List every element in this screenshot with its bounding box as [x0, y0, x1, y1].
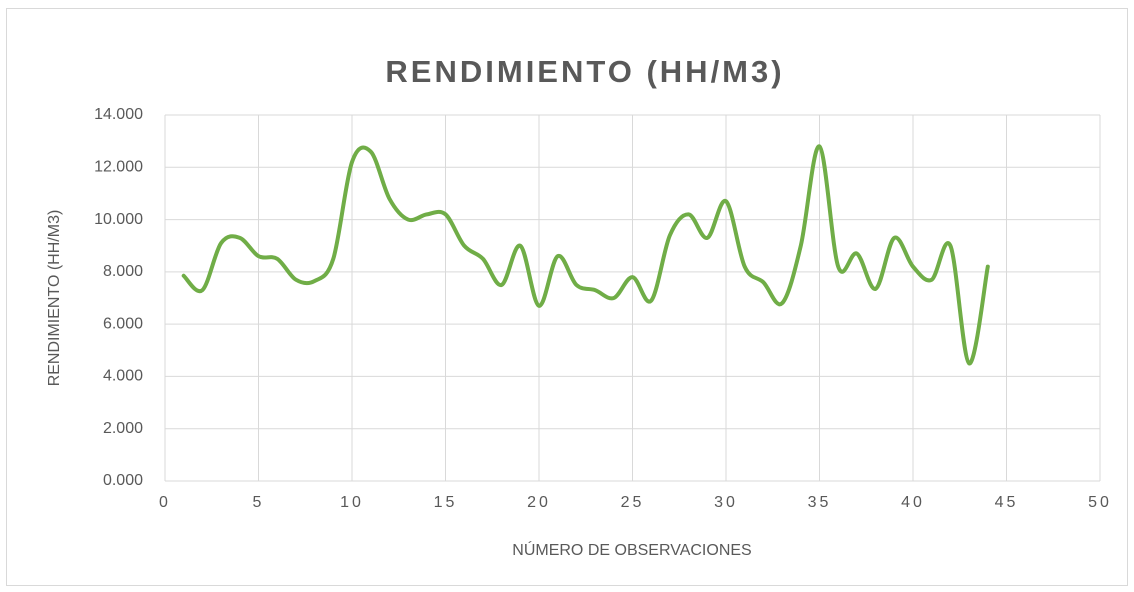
x-tick-label: 25 [621, 494, 645, 511]
x-tick-label: 50 [1088, 494, 1112, 511]
x-axis-label: NÚMERO DE OBSERVACIONES [512, 540, 751, 559]
y-tick-label: 8.000 [103, 263, 143, 280]
y-tick-label: 6.000 [103, 315, 143, 332]
y-tick-label: 0.000 [103, 472, 143, 489]
y-axis-label: RENDIMIENTO (HH/M3) [46, 210, 63, 387]
x-tick-label: 45 [995, 494, 1019, 511]
y-tick-label: 14.000 [94, 106, 143, 123]
x-tick-label: 15 [434, 494, 458, 511]
chart-title: RENDIMIENTO (HH/M3) [385, 54, 784, 89]
x-tick-label: 20 [527, 494, 551, 511]
data-line [181, 144, 990, 366]
x-tick-label: 40 [901, 494, 925, 511]
y-tick-label: 12.000 [94, 159, 143, 176]
y-tick-label: 2.000 [103, 420, 143, 437]
x-tick-label: 30 [714, 494, 738, 511]
x-tick-label: 0 [159, 494, 171, 511]
y-tick-label: 10.000 [94, 211, 143, 228]
x-tick-label: 10 [340, 494, 364, 511]
y-tick-label: 4.000 [103, 368, 143, 385]
chart-frame [6, 8, 1128, 586]
x-tick-label: 35 [808, 494, 832, 511]
x-tick-label: 5 [253, 494, 265, 511]
